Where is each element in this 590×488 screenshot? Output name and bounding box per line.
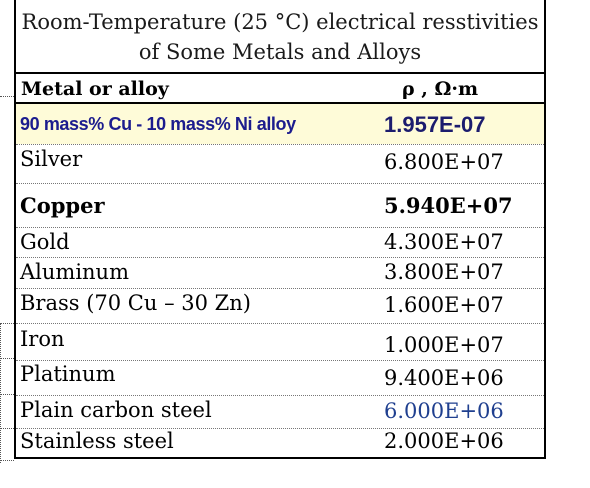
row-name[interactable]: Brass (70 Cu – 30 Zn) xyxy=(20,291,251,315)
table-row[interactable]: Plain carbon steel 6.000E+06 xyxy=(16,396,544,428)
row-name[interactable]: Stainless steel xyxy=(20,429,174,453)
gridline xyxy=(0,358,14,359)
row-value[interactable]: 4.300E+07 xyxy=(384,230,504,254)
row-name[interactable]: Plain carbon steel xyxy=(20,398,212,422)
header-metal-or-alloy[interactable]: Metal or alloy xyxy=(21,78,169,100)
row-value[interactable]: 1.600E+07 xyxy=(384,293,504,317)
row-name[interactable]: Aluminum xyxy=(20,260,129,284)
table-row[interactable]: Gold 4.300E+07 xyxy=(16,228,544,257)
row-value[interactable]: 2.000E+06 xyxy=(384,429,504,453)
row-value[interactable]: 3.800E+07 xyxy=(384,260,504,284)
gridline xyxy=(0,460,14,461)
gridline xyxy=(0,323,14,324)
row-value[interactable]: 1.957E-07 xyxy=(384,112,486,137)
gridline xyxy=(0,323,1,463)
row-name[interactable]: Gold xyxy=(20,230,70,254)
table-row[interactable]: Iron 1.000E+07 xyxy=(16,324,544,360)
title-divider xyxy=(16,72,544,74)
row-value[interactable]: 1.000E+07 xyxy=(384,333,504,357)
row-value[interactable]: 5.940E+07 xyxy=(384,193,513,218)
table-row[interactable]: Stainless steel 2.000E+06 xyxy=(16,429,544,457)
resistivity-table: Room-Temperature (25 °C) electrical ress… xyxy=(14,0,546,459)
row-divider xyxy=(16,183,544,184)
row-divider xyxy=(16,144,544,145)
gridline xyxy=(0,394,14,395)
row-name[interactable]: Silver xyxy=(20,147,83,171)
header-resistivity[interactable]: ρ , Ω·m xyxy=(402,78,479,100)
row-value[interactable]: 9.400E+06 xyxy=(384,366,504,390)
table-header-row: Metal or alloy ρ , Ω·m xyxy=(16,74,544,102)
row-name[interactable]: Platinum xyxy=(20,362,116,386)
title-line-1: Room-Temperature (25 °C) electrical ress… xyxy=(21,10,539,34)
row-divider xyxy=(16,227,544,228)
header-divider xyxy=(16,102,544,104)
row-name[interactable]: Copper xyxy=(20,193,105,218)
table-row[interactable]: Brass (70 Cu – 30 Zn) 1.600E+07 xyxy=(16,289,544,323)
row-divider xyxy=(16,395,544,396)
row-value[interactable]: 6.800E+07 xyxy=(384,150,504,174)
gridline xyxy=(0,428,14,429)
row-name[interactable]: Iron xyxy=(20,327,65,351)
row-name[interactable]: 90 mass% Cu - 10 mass% Ni alloy xyxy=(20,114,296,134)
row-value[interactable]: 6.000E+06 xyxy=(384,399,504,423)
title-line-2: of Some Metals and Alloys xyxy=(138,40,422,64)
table-row[interactable]: Aluminum 3.800E+07 xyxy=(16,258,544,288)
table-title[interactable]: Room-Temperature (25 °C) electrical ress… xyxy=(16,0,544,72)
row-divider xyxy=(16,288,544,289)
table-row[interactable]: Silver 6.800E+07 xyxy=(16,145,544,183)
row-divider xyxy=(16,257,544,258)
row-divider xyxy=(16,360,544,361)
table-row[interactable]: Platinum 9.400E+06 xyxy=(16,361,544,395)
table-row[interactable]: 90 mass% Cu - 10 mass% Ni alloy 1.957E-0… xyxy=(16,104,544,144)
row-divider xyxy=(16,428,544,429)
table-row[interactable]: Copper 5.940E+07 xyxy=(16,184,544,227)
gridline xyxy=(0,96,14,97)
row-divider xyxy=(16,323,544,324)
